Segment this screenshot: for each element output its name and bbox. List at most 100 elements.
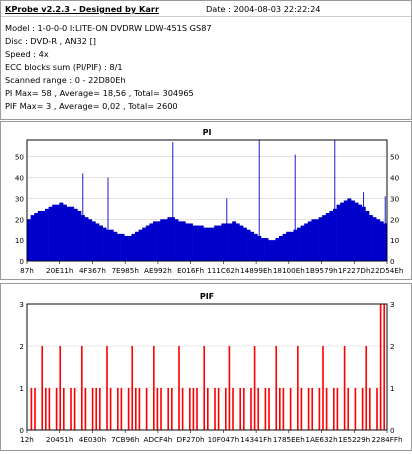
- pif-bar: [178, 346, 180, 430]
- pi-bar: [149, 223, 154, 261]
- pi-ytick-label-right: 40: [390, 174, 400, 183]
- pi-bar: [235, 223, 240, 261]
- pi-bar: [300, 225, 305, 261]
- pif-bar: [192, 388, 195, 430]
- pif-bar: [99, 388, 101, 430]
- pi-ytick-label-right: 20: [390, 215, 400, 224]
- pif-bar: [167, 388, 170, 430]
- pif-ytick-label: 1: [19, 384, 24, 393]
- pi-bar: [379, 221, 384, 261]
- pif-xtick-label: 2284FFh: [371, 435, 402, 444]
- pif-chart: PIF 0 0 1 1 2 2 3 3 12h 20451h 4E030h 7CB96h ADCF4h DF…: [19, 292, 402, 444]
- pi-bar: [354, 202, 359, 261]
- pi-bar: [88, 219, 93, 261]
- pi-bar: [127, 235, 132, 261]
- pif-bar: [127, 388, 130, 430]
- pi-bar: [45, 208, 49, 261]
- pif-xtick-label: 1785EEh: [273, 435, 305, 444]
- pif-bar: [131, 346, 134, 430]
- pi-bar: [372, 217, 377, 261]
- pif-bar: [225, 388, 227, 430]
- pif-bar: [379, 304, 382, 430]
- pi-bar: [117, 233, 121, 261]
- pi-bar: [253, 233, 258, 261]
- info-pif-stats: PIF Max= 3 , Average= 0,02 , Total= 2600: [5, 101, 178, 111]
- pif-bar: [95, 388, 98, 430]
- pif-bar: [138, 388, 141, 430]
- pi-xtick-label: 18100Eh: [273, 266, 305, 275]
- pi-bar: [207, 227, 211, 261]
- info-model: Model : 1-0-0-0 I:LITE-ON DVDRW LDW-451S…: [5, 23, 212, 33]
- pi-bar: [250, 231, 255, 261]
- pi-bar: [189, 223, 193, 261]
- pif-bar: [275, 346, 278, 430]
- pif-bar: [232, 388, 234, 430]
- pi-bar: [246, 229, 251, 261]
- pi-ytick-label-right: 50: [390, 153, 400, 162]
- pif-bar: [307, 388, 310, 430]
- pif-xtick-label: 10F047h: [208, 435, 240, 444]
- pi-bar: [55, 204, 60, 261]
- pi-bar: [297, 227, 301, 261]
- pif-bar: [181, 388, 184, 430]
- pif-ytick-label-right: 0: [390, 426, 395, 435]
- pif-bar: [343, 346, 346, 430]
- pif-bar: [243, 388, 245, 430]
- info-scanned-range: Scanned range : 0 - 22D80Eh: [5, 75, 126, 85]
- pif-bar: [171, 388, 173, 430]
- pif-bar: [84, 388, 87, 430]
- pif-bar: [34, 388, 36, 430]
- info-disc: Disc : DVD-R , AN32 []: [5, 36, 96, 46]
- pif-bar: [376, 388, 378, 430]
- pi-ytick-label-right: 30: [390, 194, 400, 203]
- pif-ytick-label: 2: [19, 342, 24, 351]
- info-ecc-blocks: ECC blocks sum (PI/PIF) : 8/1: [5, 62, 123, 72]
- pif-bar: [73, 388, 76, 430]
- pif-bar: [361, 388, 364, 430]
- pif-bar: [300, 388, 303, 430]
- pi-bar: [365, 210, 370, 261]
- pif-bar: [228, 346, 231, 430]
- pif-xtick-label: 20451h: [46, 435, 73, 444]
- pi-xtick-label: AE992h: [144, 266, 172, 275]
- pi-bar: [142, 227, 147, 261]
- pi-bar: [99, 225, 103, 261]
- pi-bar: [232, 221, 237, 261]
- pi-bar: [214, 225, 219, 261]
- pif-bar: [239, 388, 242, 430]
- pif-bar: [45, 388, 47, 430]
- pif-xtick-label: 7CB96h: [111, 435, 139, 444]
- pif-bar: [117, 388, 119, 430]
- pi-bar: [135, 231, 139, 261]
- pif-bar: [160, 388, 162, 430]
- pi-bar: [120, 233, 125, 261]
- pi-xtick-label: 87h: [20, 266, 34, 275]
- pi-xtick-label: 20E11h: [46, 266, 73, 275]
- pi-xtick-label: 1F227Dh: [338, 266, 371, 275]
- pif-ytick-label-right: 3: [390, 300, 395, 309]
- pif-xtick-label: ADCF4h: [144, 435, 173, 444]
- pi-bar: [37, 210, 42, 261]
- pi-bar: [289, 231, 294, 261]
- pi-bar: [59, 202, 64, 261]
- pi-bar: [217, 225, 222, 261]
- pi-bar: [160, 219, 165, 261]
- pi-bar: [109, 229, 114, 261]
- pi-plot-border: [26, 139, 388, 262]
- scan-date: Date : 2004-08-03 22:22:24: [206, 4, 321, 14]
- pi-chart-title: PI: [203, 128, 212, 137]
- pi-bar: [271, 240, 276, 261]
- pi-bar: [304, 223, 309, 261]
- pi-bar: [131, 233, 136, 261]
- info-divider: [1, 16, 411, 17]
- pi-xtick-label: 4F367h: [79, 266, 106, 275]
- pi-ytick-label: 0: [19, 257, 24, 266]
- pif-bar: [268, 388, 270, 430]
- pi-bar: [322, 215, 327, 261]
- pi-bar: [286, 231, 291, 261]
- pi-bar: [70, 206, 75, 261]
- app-title: KProbe v2.2.3 - Designed by Karr: [5, 4, 159, 14]
- pi-ytick-label-right: 10: [390, 236, 400, 245]
- pi-bar: [91, 221, 96, 261]
